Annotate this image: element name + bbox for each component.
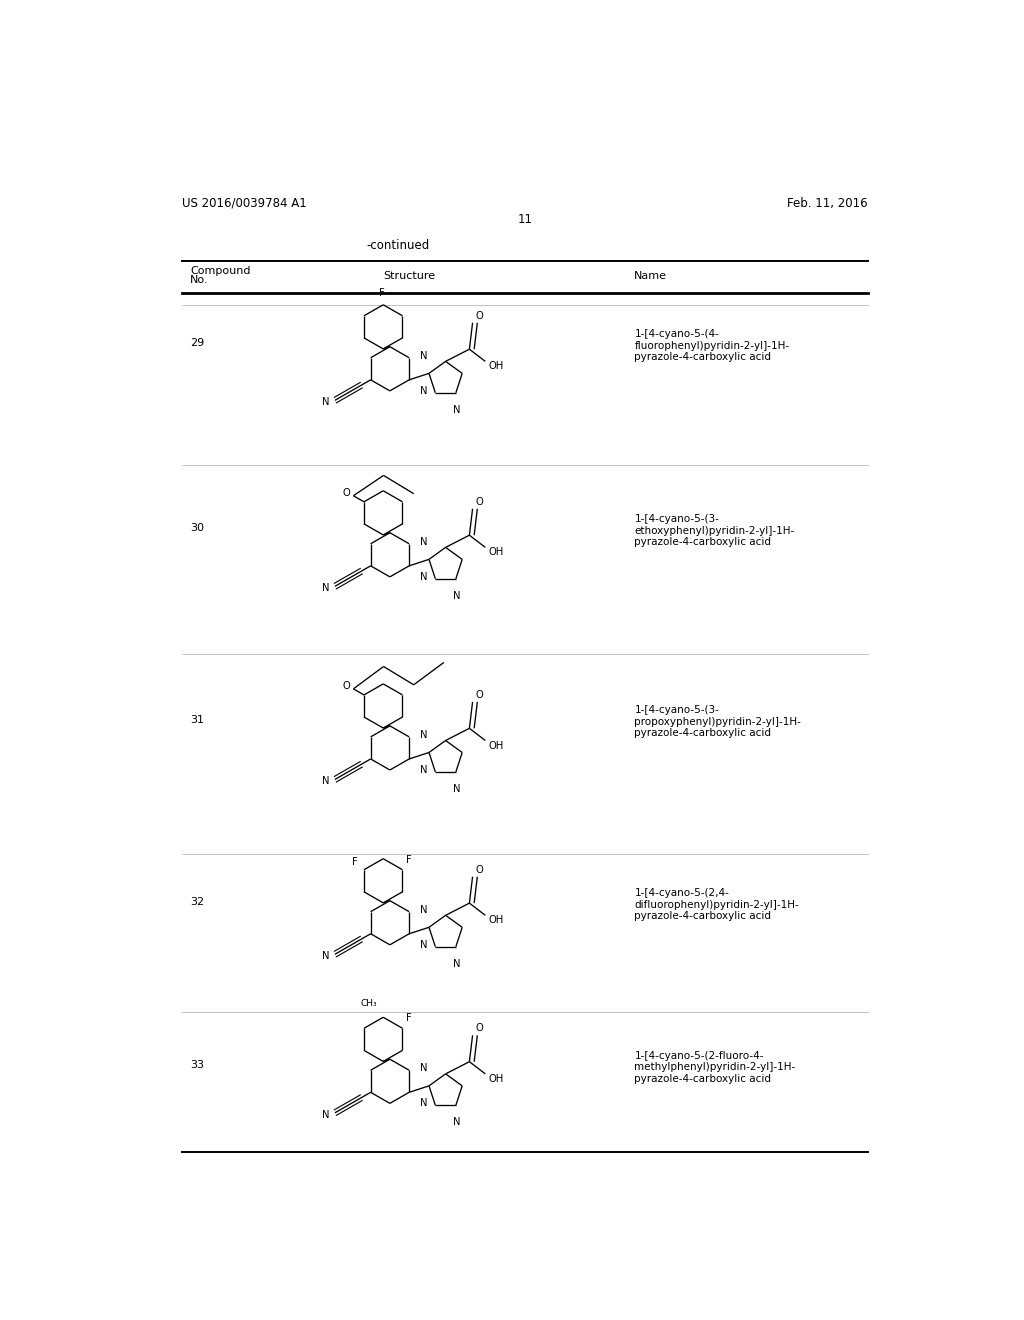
Text: Compound: Compound bbox=[189, 267, 251, 276]
Text: 1-[4-cyano-5-(3-
ethoxyphenyl)pyridin-2-yl]-1H-
pyrazole-4-carboxylic acid: 1-[4-cyano-5-(3- ethoxyphenyl)pyridin-2-… bbox=[634, 515, 795, 548]
Text: Name: Name bbox=[634, 272, 668, 281]
Text: 31: 31 bbox=[189, 715, 204, 726]
Text: N: N bbox=[453, 958, 461, 969]
Text: N: N bbox=[420, 385, 427, 396]
Text: N: N bbox=[453, 405, 461, 414]
Text: O: O bbox=[476, 690, 483, 700]
Text: N: N bbox=[322, 776, 330, 787]
Text: CH₃: CH₃ bbox=[360, 998, 377, 1007]
Text: 30: 30 bbox=[189, 523, 204, 533]
Text: OH: OH bbox=[488, 1074, 504, 1084]
Text: N: N bbox=[420, 904, 428, 915]
Text: OH: OH bbox=[488, 548, 504, 557]
Text: Structure: Structure bbox=[384, 272, 436, 281]
Text: No.: No. bbox=[189, 276, 209, 285]
Text: N: N bbox=[420, 1098, 427, 1109]
Text: O: O bbox=[476, 310, 483, 321]
Text: N: N bbox=[322, 583, 330, 594]
Text: O: O bbox=[342, 681, 350, 690]
Text: OH: OH bbox=[488, 362, 504, 371]
Text: F: F bbox=[407, 854, 413, 865]
Text: N: N bbox=[322, 397, 330, 408]
Text: O: O bbox=[476, 865, 483, 875]
Text: F: F bbox=[407, 1014, 413, 1023]
Text: N: N bbox=[420, 537, 428, 546]
Text: N: N bbox=[322, 1110, 330, 1119]
Text: 11: 11 bbox=[517, 213, 532, 226]
Text: O: O bbox=[476, 496, 483, 507]
Text: N: N bbox=[420, 940, 427, 949]
Text: O: O bbox=[476, 1023, 483, 1034]
Text: F: F bbox=[379, 288, 385, 297]
Text: N: N bbox=[420, 764, 427, 775]
Text: N: N bbox=[453, 784, 461, 795]
Text: 1-[4-cyano-5-(3-
propoxyphenyl)pyridin-2-yl]-1H-
pyrazole-4-carboxylic acid: 1-[4-cyano-5-(3- propoxyphenyl)pyridin-2… bbox=[634, 705, 801, 738]
Text: N: N bbox=[453, 1118, 461, 1127]
Text: N: N bbox=[453, 591, 461, 601]
Text: US 2016/0039784 A1: US 2016/0039784 A1 bbox=[182, 197, 307, 210]
Text: N: N bbox=[420, 730, 428, 739]
Text: 1-[4-cyano-5-(2-fluoro-4-
methylphenyl)pyridin-2-yl]-1H-
pyrazole-4-carboxylic a: 1-[4-cyano-5-(2-fluoro-4- methylphenyl)p… bbox=[634, 1051, 796, 1084]
Text: F: F bbox=[352, 857, 357, 867]
Text: O: O bbox=[342, 487, 350, 498]
Text: 1-[4-cyano-5-(2,4-
difluorophenyl)pyridin-2-yl]-1H-
pyrazole-4-carboxylic acid: 1-[4-cyano-5-(2,4- difluorophenyl)pyridi… bbox=[634, 888, 799, 921]
Text: 1-[4-cyano-5-(4-
fluorophenyl)pyridin-2-yl]-1H-
pyrazole-4-carboxylic acid: 1-[4-cyano-5-(4- fluorophenyl)pyridin-2-… bbox=[634, 329, 790, 363]
Text: N: N bbox=[420, 1063, 428, 1073]
Text: 29: 29 bbox=[189, 338, 204, 348]
Text: 33: 33 bbox=[189, 1060, 204, 1071]
Text: OH: OH bbox=[488, 915, 504, 925]
Text: OH: OH bbox=[488, 741, 504, 751]
Text: -continued: -continued bbox=[367, 239, 429, 252]
Text: Feb. 11, 2016: Feb. 11, 2016 bbox=[787, 197, 867, 210]
Text: N: N bbox=[420, 351, 428, 360]
Text: N: N bbox=[420, 572, 427, 582]
Text: 32: 32 bbox=[189, 898, 204, 907]
Text: N: N bbox=[322, 952, 330, 961]
